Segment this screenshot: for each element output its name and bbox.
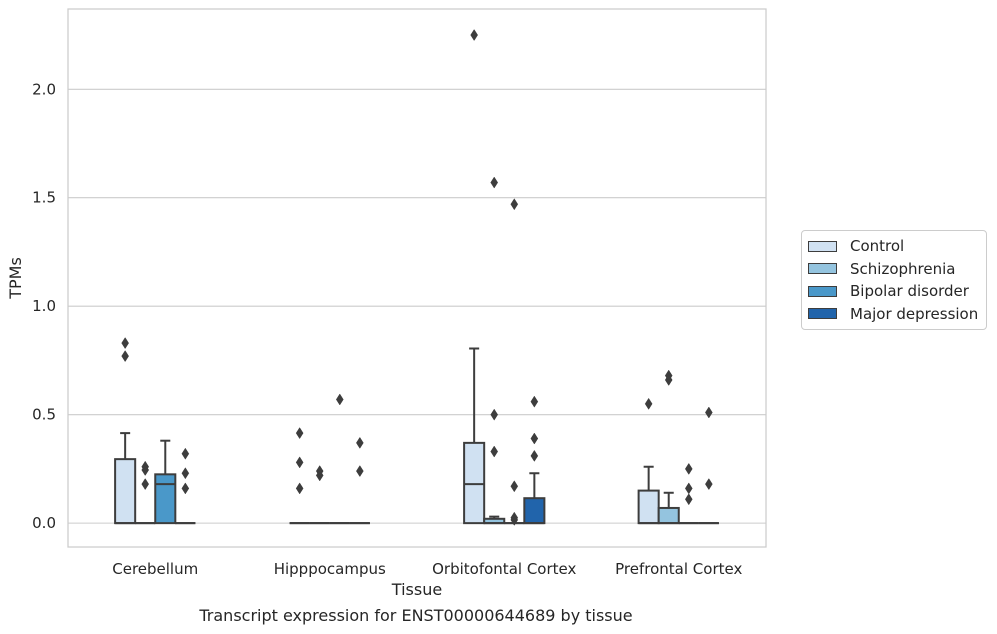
box-control [114,337,137,525]
box-body [114,458,137,525]
box-major-depression [523,395,546,525]
box-control [463,29,486,525]
outlier-point [490,176,499,189]
outlier-point [335,393,344,406]
outlier-point [181,467,190,480]
box-schizophrenia [309,465,330,525]
outlier-point [530,395,539,408]
box-bipolar-disorder [678,462,699,525]
box-body [523,497,546,525]
outlier-point [141,478,150,491]
outlier-point [490,445,499,458]
box-bipolar-disorder [504,198,525,526]
figure-caption: Transcript expression for ENST0000064468… [199,606,633,625]
x-tick-label: Prefrontal Cortex [615,560,742,578]
box-schizophrenia [135,460,156,525]
legend-item-control: Control [808,235,980,258]
outlier-point [356,465,364,478]
y-tick-label: 2.0 [32,80,56,98]
legend-item-major-depression: Major depression [808,303,980,326]
legend-label: Control [850,237,905,256]
outlier-point [470,29,478,41]
y-tick-labels: 0.0 0.5 1.0 1.5 2.0 [32,80,56,532]
outlier-point [510,198,519,211]
outlier-point [181,482,190,495]
legend-swatch-control [808,240,837,252]
outlier-point [644,397,653,410]
outlier-point [530,432,539,445]
legend-label: Schizophrenia [850,259,956,278]
legend: Control Schizophrenia Bipolar disorder M… [801,230,987,330]
outlier-point [295,427,304,440]
box-marks [114,29,719,526]
outlier-point [490,408,499,421]
legend-label: Bipolar disorder [850,282,969,301]
y-tick-label: 0.5 [32,406,56,424]
x-tick-labels: Cerebellum Hipppocampus Orbitofontal Corte… [112,560,742,578]
box-body [154,473,177,525]
box-major-depression [349,436,370,525]
plot-frame [67,8,767,548]
legend-label: Major depression [850,304,979,323]
y-tick-label: 0.0 [32,514,56,532]
outlier-point [141,460,150,473]
outlier-point [121,337,129,350]
box-major-depression [175,447,196,525]
y-tick-label: 1.5 [32,189,56,207]
box-bipolar-disorder [329,393,350,525]
box-schizophrenia [483,176,506,525]
box-bipolar-disorder [154,439,177,525]
box-control [637,397,660,525]
outlier-point [510,511,519,524]
legend-swatch-schizophrenia [808,263,837,275]
outlier-point [315,465,324,478]
outlier-point [295,456,304,469]
x-axis-label: Tissue [391,580,442,599]
outlier-point [684,493,693,506]
outlier-point [530,449,539,462]
box-schizophrenia [657,369,680,525]
outlier-point [664,369,673,382]
outlier-point [121,350,129,363]
outlier-point [510,480,519,493]
legend-swatch-bipolar-disorder [808,285,837,297]
box-body [657,506,680,525]
x-tick-label: Orbitofontal Cortex [432,560,576,578]
outlier-point [684,482,693,495]
box-major-depression [698,406,719,525]
legend-item-bipolar-disorder: Bipolar disorder [808,280,980,303]
outlier-point [181,447,190,460]
x-tick-label: Cerebellum [112,560,198,578]
y-tick-label: 1.0 [32,297,56,315]
outlier-point [705,478,713,491]
box-body [637,489,660,525]
y-axis-label: TPMs [6,257,25,300]
outlier-point [295,482,304,495]
outlier-point [684,462,693,475]
box-control [289,427,310,525]
y-gridlines [68,88,766,524]
outlier-point [705,406,713,419]
box-body [463,441,486,525]
x-tick-label: Hipppocampus [274,560,386,578]
legend-swatch-major-depression [808,308,837,320]
legend-item-schizophrenia: Schizophrenia [808,258,980,281]
outlier-point [356,436,364,449]
